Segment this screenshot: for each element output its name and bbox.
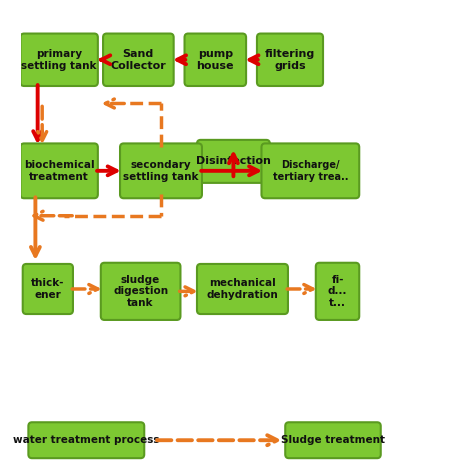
Text: Sludge treatment: Sludge treatment	[281, 435, 385, 445]
FancyBboxPatch shape	[23, 264, 73, 314]
FancyBboxPatch shape	[20, 144, 98, 198]
Text: primary
settling tank: primary settling tank	[21, 49, 97, 71]
Text: secondary
settling tank: secondary settling tank	[123, 160, 199, 182]
Text: mechanical
dehydration: mechanical dehydration	[207, 278, 278, 300]
FancyBboxPatch shape	[197, 140, 270, 183]
FancyBboxPatch shape	[262, 144, 359, 198]
Text: filtering
grids: filtering grids	[265, 49, 315, 71]
Text: thick-
ener: thick- ener	[31, 278, 64, 300]
FancyBboxPatch shape	[103, 34, 173, 86]
Text: fi-
d...
t...: fi- d... t...	[328, 275, 347, 308]
FancyBboxPatch shape	[101, 263, 181, 320]
FancyBboxPatch shape	[184, 34, 246, 86]
Text: Discharge/
tertiary trea..: Discharge/ tertiary trea..	[273, 160, 348, 182]
FancyBboxPatch shape	[285, 422, 381, 458]
Text: water treatment process: water treatment process	[13, 435, 160, 445]
Text: biochemical
treatment: biochemical treatment	[24, 160, 94, 182]
FancyBboxPatch shape	[20, 34, 98, 86]
Text: Disinfection: Disinfection	[196, 156, 271, 166]
FancyBboxPatch shape	[28, 422, 144, 458]
Text: Sand
Collector: Sand Collector	[110, 49, 166, 71]
FancyBboxPatch shape	[257, 34, 323, 86]
FancyBboxPatch shape	[120, 144, 202, 198]
FancyBboxPatch shape	[197, 264, 288, 314]
FancyBboxPatch shape	[316, 263, 359, 320]
Text: pump
house: pump house	[197, 49, 234, 71]
Text: sludge
digestion
tank: sludge digestion tank	[113, 275, 168, 308]
